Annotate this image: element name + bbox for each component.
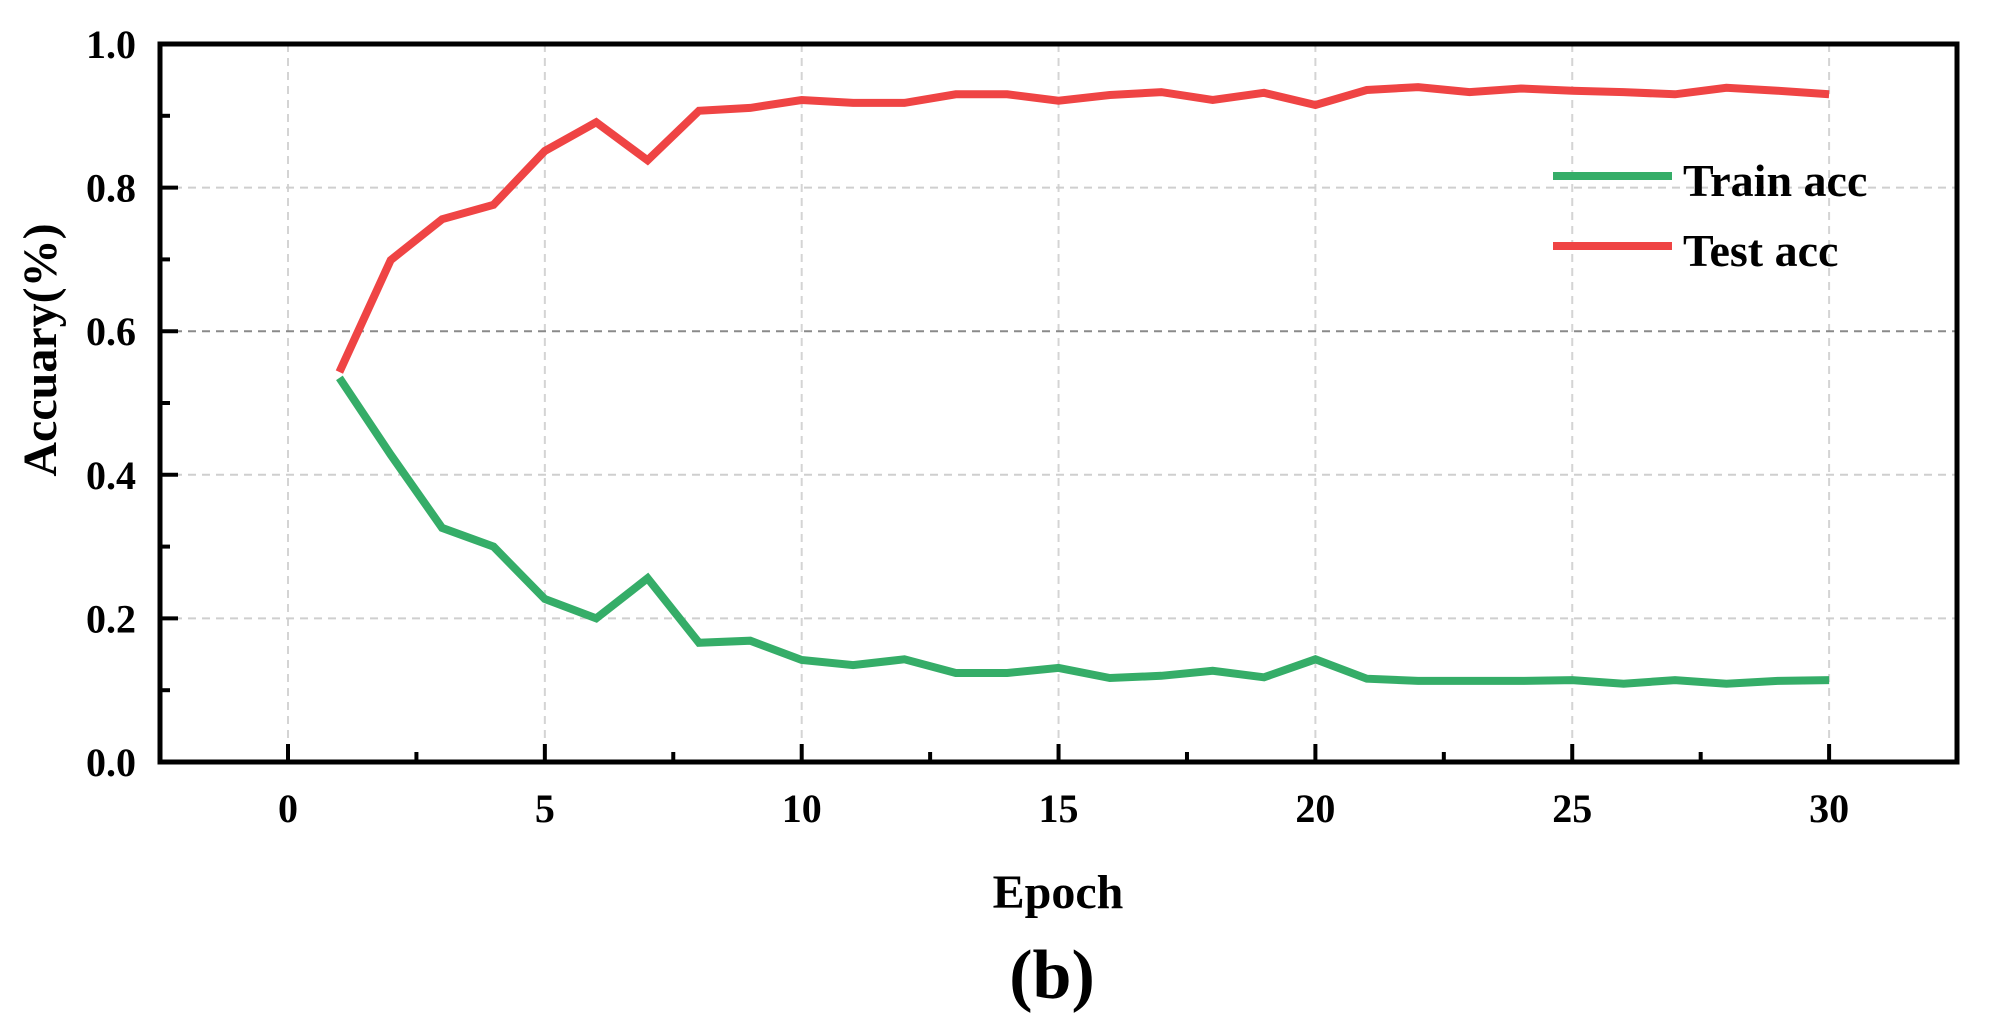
series-lines (335, 83, 1830, 688)
x-tick-label: 15 (1039, 786, 1079, 831)
x-axis-title: Epoch (993, 866, 1124, 919)
x-tick-label: 0 (278, 786, 298, 831)
legend-label-train: Train acc (1683, 155, 1867, 206)
x-tick-label: 20 (1295, 786, 1335, 831)
series-line-test-acc (335, 83, 1830, 374)
x-tick-labels: 0 5 10 15 20 25 30 (278, 786, 1849, 831)
legend-label-test: Test acc (1683, 225, 1838, 276)
x-tick-label: 5 (535, 786, 555, 831)
y-tick-labels: 0.0 0.2 0.4 0.6 0.8 1.0 (86, 22, 136, 785)
x-tick-label: 25 (1552, 786, 1592, 831)
figure-caption: (b) (1009, 937, 1095, 1014)
y-tick-label: 0.6 (86, 309, 136, 354)
x-tick-label: 30 (1809, 786, 1849, 831)
y-tick-label: 0.4 (86, 453, 136, 498)
series-line-train-acc (336, 375, 1830, 688)
axis-ticks (160, 42, 1832, 764)
x-tick-label: 10 (782, 786, 822, 831)
y-tick-label: 0.8 (86, 166, 136, 211)
grid-lines (160, 44, 1957, 762)
y-axis-title: Accuary(%) (14, 223, 67, 476)
y-tick-label: 1.0 (86, 22, 136, 67)
legend: Train acc Test acc (1553, 155, 1867, 276)
legend-item-test: Test acc (1553, 225, 1838, 276)
y-tick-label: 0.2 (86, 596, 136, 641)
legend-item-train: Train acc (1553, 155, 1867, 206)
y-tick-label: 0.0 (86, 740, 136, 785)
plot-frame (157, 41, 1960, 765)
